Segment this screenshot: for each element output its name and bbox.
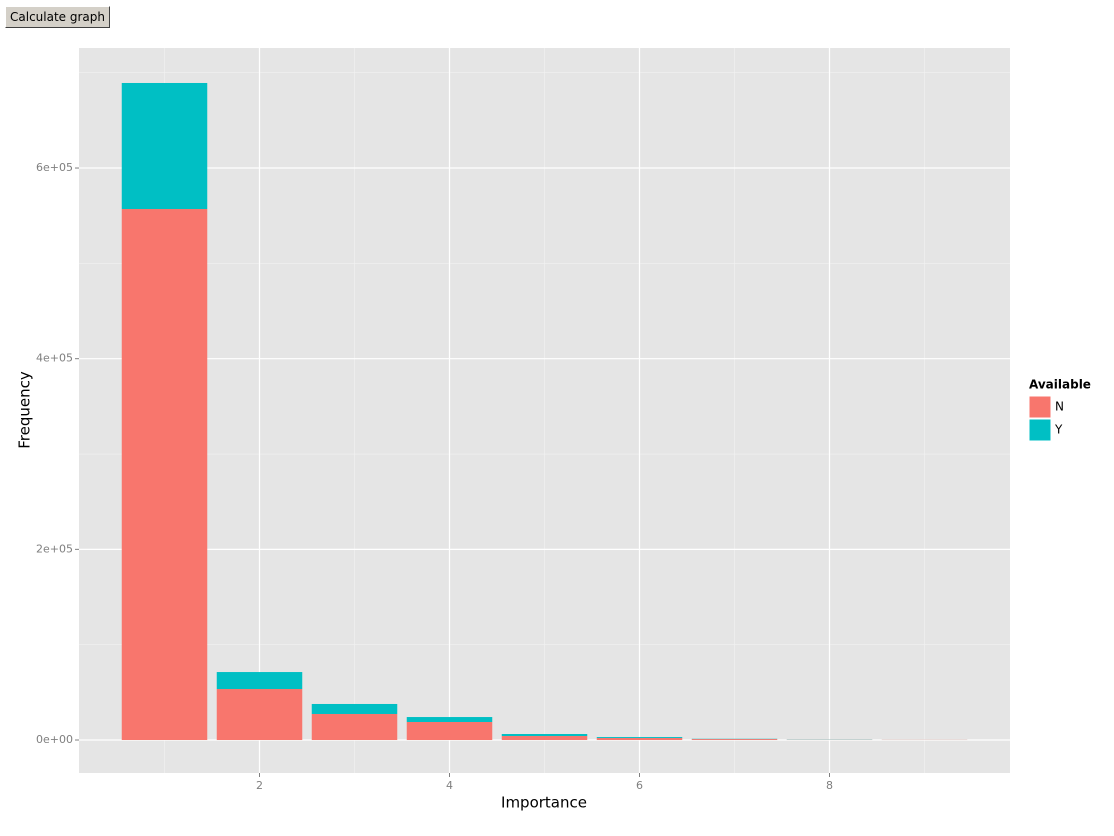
legend-label: N [1055, 400, 1064, 414]
x-tick-label: 6 [636, 779, 643, 792]
bar-segment [311, 703, 398, 714]
legend-swatch [1028, 395, 1052, 419]
bar-segment [406, 721, 493, 741]
legend-label: Y [1054, 423, 1063, 437]
bar-segment [311, 713, 398, 741]
x-tick-label: 8 [826, 779, 833, 792]
y-tick-label: 4e+05 [36, 352, 73, 365]
x-tick-label: 4 [446, 779, 453, 792]
legend-swatch [1028, 418, 1052, 442]
bar-segment [596, 738, 683, 741]
bar-segment [691, 739, 778, 741]
calculate-button[interactable]: Calculate graph [5, 6, 110, 28]
bar-segment [596, 737, 683, 739]
y-tick-label: 6e+05 [36, 161, 73, 174]
bar-segment [216, 689, 303, 741]
x-tick-label: 2 [256, 779, 263, 792]
y-tick-label: 0e+00 [36, 733, 73, 746]
bar-segment [501, 734, 588, 737]
bar-segment [406, 717, 493, 722]
bar-segment [121, 82, 208, 210]
plot-panel [79, 48, 1010, 773]
bar-segment [216, 672, 303, 690]
bar-segment [501, 736, 588, 741]
legend-title: Available [1029, 378, 1091, 392]
y-tick-label: 2e+05 [36, 542, 73, 555]
bar-segment [121, 209, 208, 741]
y-axis-label: Frequency [16, 371, 34, 449]
x-axis-label: Importance [501, 794, 587, 812]
